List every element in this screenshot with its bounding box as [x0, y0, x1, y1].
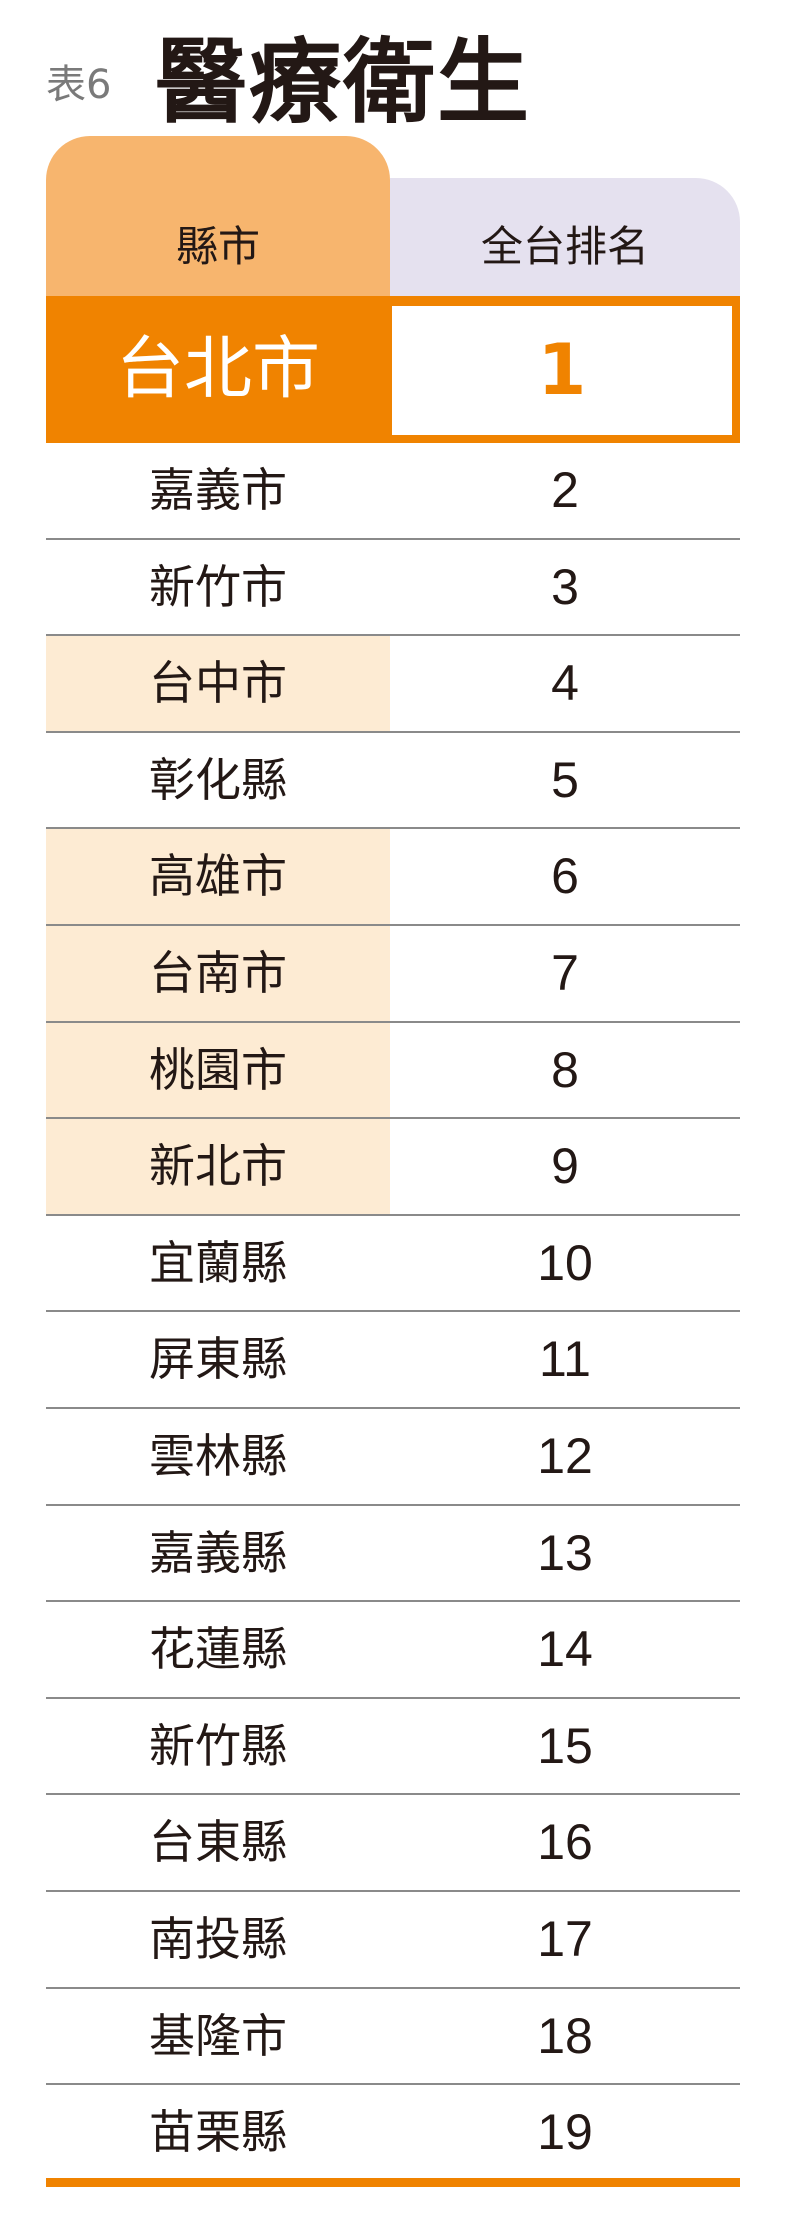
top-ranked-row: 台北市 1	[46, 296, 740, 443]
county-rank: 18	[537, 2007, 593, 2064]
top-county-rank: 1	[392, 306, 732, 435]
county-name: 高雄市	[46, 829, 390, 924]
county-name: 桃園市	[46, 1022, 390, 1118]
table-row: 新竹縣 15	[46, 1699, 740, 1796]
county-rank: 16	[537, 1814, 593, 1871]
county-name: 南投縣	[149, 1911, 287, 1966]
ranking-table: 嘉義市 2 新竹市 3 台中市 4 彰化縣 5 高雄市 6 台南市 7 桃園市 8 新北市 9 宜蘭縣 10 屏東縣…	[46, 443, 740, 2182]
county-rank: 17	[537, 1910, 593, 1967]
county-name: 苗栗縣	[149, 2105, 287, 2160]
table-row: 桃園市 8	[46, 1022, 740, 1120]
county-rank: 10	[537, 1234, 593, 1291]
county-name: 屏東縣	[149, 1332, 287, 1387]
county-rank: 13	[537, 1524, 593, 1581]
county-name: 台南市	[46, 925, 390, 1021]
table-row: 彰化縣 5	[46, 733, 740, 830]
column-header-rank: 全台排名	[390, 178, 740, 296]
county-rank: 11	[539, 1331, 591, 1388]
county-name: 基隆市	[149, 2008, 287, 2063]
table-number: 表6	[46, 62, 112, 108]
county-name: 花蓮縣	[149, 1622, 287, 1677]
column-header-county: 縣市	[46, 136, 390, 296]
table-row: 基隆市 18	[46, 1989, 740, 2086]
county-name: 台中市	[46, 636, 390, 731]
column-header-county-label: 縣市	[175, 222, 260, 271]
table-row: 台中市 4	[46, 636, 740, 733]
county-rank: 5	[551, 751, 579, 808]
county-name: 嘉義縣	[149, 1525, 287, 1580]
table-row: 高雄市 6	[46, 829, 740, 926]
table-row: 新竹市 3	[46, 540, 740, 637]
table-row: 新北市 9	[46, 1119, 740, 1216]
county-rank: 2	[551, 462, 579, 518]
county-name: 新竹市	[149, 559, 287, 614]
table-row: 花蓮縣 14	[46, 1602, 740, 1699]
county-name: 彰化縣	[149, 752, 287, 807]
table-row: 宜蘭縣 10	[46, 1216, 740, 1313]
table-row: 嘉義市 2	[46, 443, 740, 540]
county-rank: 9	[551, 1138, 579, 1195]
county-name: 雲林縣	[149, 1428, 287, 1483]
table-row: 南投縣 17	[46, 1892, 740, 1989]
county-rank: 7	[551, 944, 579, 1001]
county-rank: 19	[537, 2104, 593, 2161]
county-name: 新竹縣	[149, 1718, 287, 1773]
county-name: 宜蘭縣	[149, 1235, 287, 1290]
table-row: 嘉義縣 13	[46, 1506, 740, 1603]
table-row: 雲林縣 12	[46, 1409, 740, 1506]
county-rank: 8	[551, 1041, 579, 1098]
table-row: 苗栗縣 19	[46, 2085, 740, 2182]
county-name: 台東縣	[149, 1815, 287, 1870]
table-row: 屏東縣 11	[46, 1312, 740, 1409]
county-rank: 6	[551, 848, 579, 905]
page-title: 醫療衛生	[155, 28, 532, 136]
table-row: 台南市 7	[46, 925, 740, 1023]
county-rank: 14	[537, 1621, 593, 1678]
top-county-name: 台北市	[115, 330, 320, 409]
county-rank: 3	[551, 558, 579, 615]
county-rank: 4	[551, 655, 579, 712]
county-name: 嘉義市	[149, 463, 287, 517]
table-bottom-rule	[46, 2178, 740, 2187]
county-rank: 15	[537, 1717, 593, 1774]
table-row: 台東縣 16	[46, 1795, 740, 1892]
column-header-rank-label: 全台排名	[480, 222, 649, 271]
county-name: 新北市	[46, 1119, 390, 1214]
county-rank: 12	[537, 1427, 593, 1484]
